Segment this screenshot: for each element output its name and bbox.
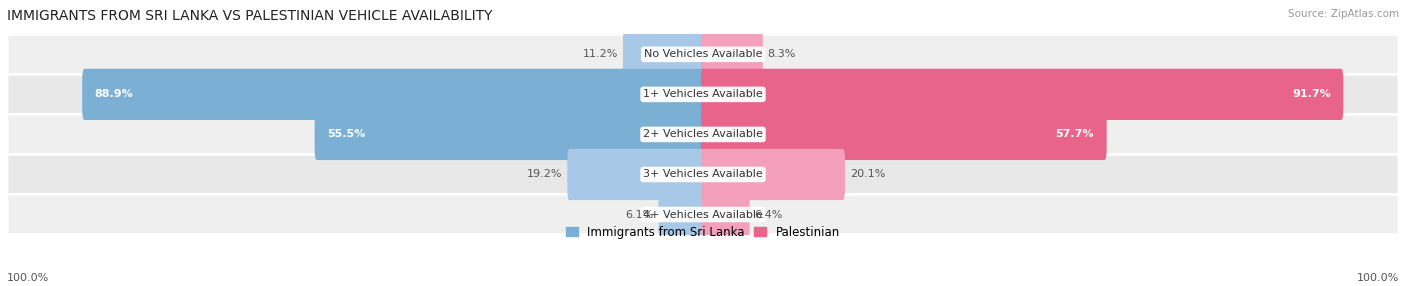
FancyBboxPatch shape	[702, 109, 1107, 160]
Text: 88.9%: 88.9%	[94, 90, 134, 99]
FancyBboxPatch shape	[702, 69, 1343, 120]
Text: 11.2%: 11.2%	[582, 49, 619, 59]
Text: 19.2%: 19.2%	[527, 170, 562, 179]
Text: 100.0%: 100.0%	[1357, 273, 1399, 283]
FancyBboxPatch shape	[82, 69, 704, 120]
Text: 3+ Vehicles Available: 3+ Vehicles Available	[643, 170, 763, 179]
Text: 100.0%: 100.0%	[7, 273, 49, 283]
FancyBboxPatch shape	[702, 189, 749, 240]
FancyBboxPatch shape	[7, 114, 1399, 154]
Text: No Vehicles Available: No Vehicles Available	[644, 49, 762, 59]
FancyBboxPatch shape	[567, 149, 704, 200]
Text: 2+ Vehicles Available: 2+ Vehicles Available	[643, 130, 763, 139]
FancyBboxPatch shape	[702, 149, 845, 200]
Text: 6.4%: 6.4%	[755, 210, 783, 219]
FancyBboxPatch shape	[7, 154, 1399, 194]
Legend: Immigrants from Sri Lanka, Palestinian: Immigrants from Sri Lanka, Palestinian	[567, 226, 839, 239]
FancyBboxPatch shape	[7, 74, 1399, 114]
Text: 57.7%: 57.7%	[1056, 130, 1094, 139]
Text: 6.1%: 6.1%	[626, 210, 654, 219]
FancyBboxPatch shape	[658, 189, 704, 240]
FancyBboxPatch shape	[702, 29, 763, 80]
Text: 91.7%: 91.7%	[1292, 90, 1330, 99]
Text: 20.1%: 20.1%	[849, 170, 886, 179]
Text: 4+ Vehicles Available: 4+ Vehicles Available	[643, 210, 763, 219]
Text: 1+ Vehicles Available: 1+ Vehicles Available	[643, 90, 763, 99]
Text: 8.3%: 8.3%	[768, 49, 796, 59]
FancyBboxPatch shape	[7, 194, 1399, 235]
Text: Source: ZipAtlas.com: Source: ZipAtlas.com	[1288, 9, 1399, 19]
Text: IMMIGRANTS FROM SRI LANKA VS PALESTINIAN VEHICLE AVAILABILITY: IMMIGRANTS FROM SRI LANKA VS PALESTINIAN…	[7, 9, 492, 23]
FancyBboxPatch shape	[315, 109, 704, 160]
FancyBboxPatch shape	[623, 29, 704, 80]
FancyBboxPatch shape	[7, 34, 1399, 74]
Text: 55.5%: 55.5%	[328, 130, 366, 139]
